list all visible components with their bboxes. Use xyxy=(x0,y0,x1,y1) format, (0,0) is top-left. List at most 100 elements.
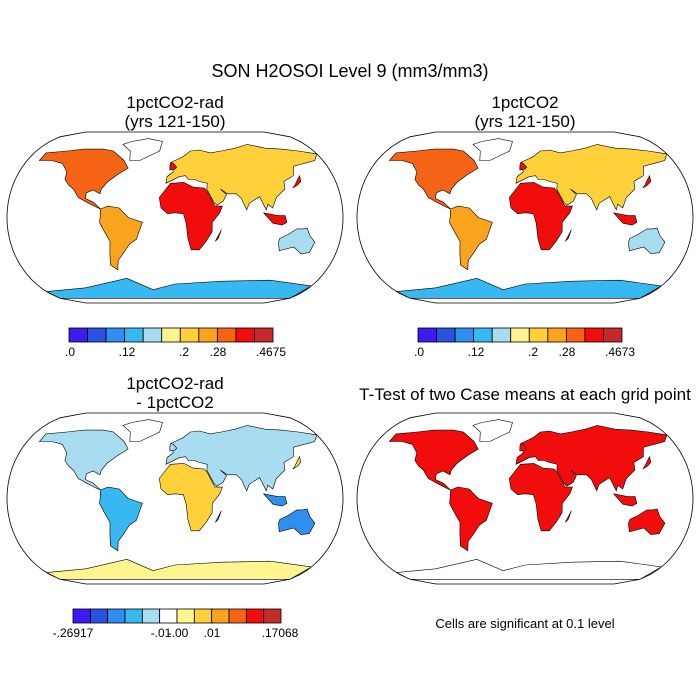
colorbar-panel1 xyxy=(68,327,274,343)
map-border xyxy=(356,412,694,585)
colorbar-swatch xyxy=(603,327,623,343)
landmass-na xyxy=(38,429,129,491)
colorbar-swatch xyxy=(161,327,181,343)
panel4-title: T-Test of two Case means at each grid po… xyxy=(350,385,700,404)
landmass-eu xyxy=(165,425,318,492)
landmass-sa xyxy=(99,486,143,552)
map-panel2 xyxy=(356,131,694,304)
colorbar-swatch xyxy=(436,327,456,343)
colorbar-swatch xyxy=(68,327,88,343)
landmass-ant xyxy=(395,558,663,580)
landmass-af xyxy=(158,182,223,251)
colorbar-swatch xyxy=(254,327,274,343)
colorbar-swatch xyxy=(193,608,213,624)
colorbar-swatch xyxy=(176,608,195,624)
landmass-jp xyxy=(292,455,302,470)
landmass-jp xyxy=(642,455,652,470)
colorbar2-label: .28 xyxy=(558,345,576,359)
colorbar-swatch xyxy=(417,327,437,343)
colorbar-swatch xyxy=(565,327,586,343)
landmass-au xyxy=(278,227,316,254)
colorbar-swatch xyxy=(124,608,143,624)
colorbar-panel2 xyxy=(417,327,623,343)
panel2-title-line2: (yrs 121-150) xyxy=(474,112,576,131)
colorbar-swatch xyxy=(454,327,475,343)
colorbar2-label: .2 xyxy=(527,345,539,359)
colorbar-swatch xyxy=(528,327,549,343)
colorbar-swatch xyxy=(245,608,265,624)
map-border xyxy=(6,412,344,585)
landmass-ant xyxy=(395,277,663,299)
landmass-af xyxy=(508,182,573,251)
colorbar-swatch xyxy=(263,608,282,624)
figure-title: SON H2OSOI Level 9 (mm3/mm3) xyxy=(211,61,489,81)
landmass-gl xyxy=(122,138,163,161)
panel1-title: 1pctCO2-rad (yrs 121-150) xyxy=(5,93,345,131)
landmass-na xyxy=(38,148,129,210)
colorbar-swatch xyxy=(235,327,255,343)
landmass-uk xyxy=(169,443,178,452)
colorbar3-label: .01 xyxy=(203,626,221,640)
landmass-uk xyxy=(519,443,528,452)
colorbar-swatch xyxy=(124,327,144,343)
colorbar-swatch xyxy=(179,327,200,343)
map-border xyxy=(6,131,344,304)
colorbar-swatch xyxy=(198,327,218,343)
landmass-af xyxy=(508,463,573,532)
landmass-mad xyxy=(565,510,572,523)
landmass-au xyxy=(628,508,666,535)
colorbar-swatch xyxy=(216,327,237,343)
landmass-mad xyxy=(215,510,222,523)
landmass-eu xyxy=(515,144,668,211)
landmass-gl xyxy=(472,138,513,161)
landmass-mad xyxy=(215,229,222,242)
colorbar-swatch xyxy=(228,608,247,624)
colorbar-swatch xyxy=(107,608,126,624)
colorbar1-label: .2 xyxy=(178,345,190,359)
colorbar3-label: -.00 xyxy=(167,626,189,640)
landmass-ind xyxy=(612,493,638,507)
colorbar-swatch xyxy=(89,608,109,624)
significance-note: Cells are significant at 0.1 level xyxy=(435,616,615,631)
map-border xyxy=(356,131,694,304)
landmass-af xyxy=(158,463,223,532)
map-panel1 xyxy=(6,131,344,304)
landmass-ant xyxy=(45,277,313,299)
landmass-gl xyxy=(472,419,513,442)
landmass-na xyxy=(388,429,479,491)
colorbar-swatch xyxy=(159,608,178,624)
colorbar-swatch xyxy=(584,327,604,343)
colorbar3-label: .17068 xyxy=(261,626,299,640)
colorbar-swatch xyxy=(547,327,567,343)
map-panel4 xyxy=(356,412,694,585)
landmass-jp xyxy=(292,174,302,189)
colorbar1-label: .12 xyxy=(118,345,136,359)
colorbar-swatch xyxy=(141,608,161,624)
landmass-ind xyxy=(262,212,288,226)
colorbar2-label: .0 xyxy=(413,345,425,359)
landmass-na xyxy=(388,148,479,210)
colorbar-swatch xyxy=(87,327,107,343)
colorbar1-label: .4675 xyxy=(255,345,287,359)
panel3-title: 1pctCO2-rad - 1pctCO2 xyxy=(5,374,345,412)
colorbar2-label: .4673 xyxy=(604,345,636,359)
panel3-title-line1: 1pctCO2-rad xyxy=(126,374,224,393)
panel2-title-line1: 1pctCO2 xyxy=(491,93,559,112)
colorbar-swatch xyxy=(105,327,126,343)
landmass-sa xyxy=(99,205,143,271)
landmass-mad xyxy=(565,229,572,242)
landmass-jp xyxy=(642,174,652,189)
colorbar2-label: .12 xyxy=(467,345,485,359)
colorbar-swatch xyxy=(72,608,91,624)
landmass-sa xyxy=(449,486,493,552)
panel3-title-line2: - 1pctCO2 xyxy=(136,393,214,412)
colorbar-swatch xyxy=(491,327,512,343)
landmass-sa xyxy=(449,205,493,271)
landmass-uk xyxy=(169,162,178,171)
colorbar-swatch xyxy=(142,327,163,343)
panel1-title-line1: 1pctCO2-rad xyxy=(126,93,224,112)
landmass-ant xyxy=(45,558,313,580)
landmass-au xyxy=(278,508,316,535)
colorbar1-label: .0 xyxy=(64,345,76,359)
landmass-gl xyxy=(122,419,163,442)
